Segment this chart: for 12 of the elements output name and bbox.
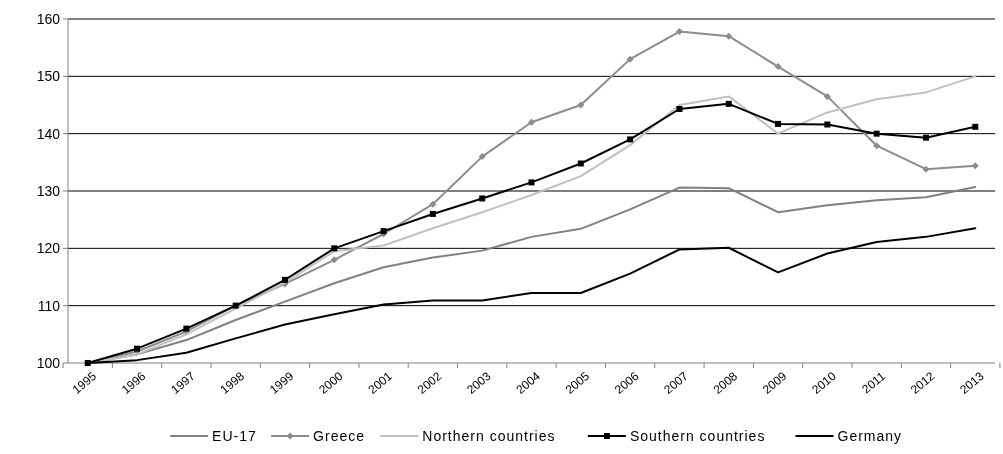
y-tick-label: 140 bbox=[36, 125, 61, 142]
y-tick-label: 120 bbox=[36, 240, 61, 257]
legend-label: Southern countries bbox=[629, 427, 766, 444]
y-tick-label: 100 bbox=[36, 354, 61, 371]
y-tick-label: 150 bbox=[36, 68, 61, 85]
legend-label: Northern countries bbox=[422, 427, 556, 444]
legend-label: Germany bbox=[837, 427, 903, 444]
legend-label: Greece bbox=[313, 427, 366, 444]
y-tick-label: 130 bbox=[36, 182, 61, 199]
y-tick-label: 160 bbox=[36, 10, 61, 27]
legend-label: EU-17 bbox=[212, 427, 257, 444]
y-tick-label: 110 bbox=[37, 297, 61, 314]
